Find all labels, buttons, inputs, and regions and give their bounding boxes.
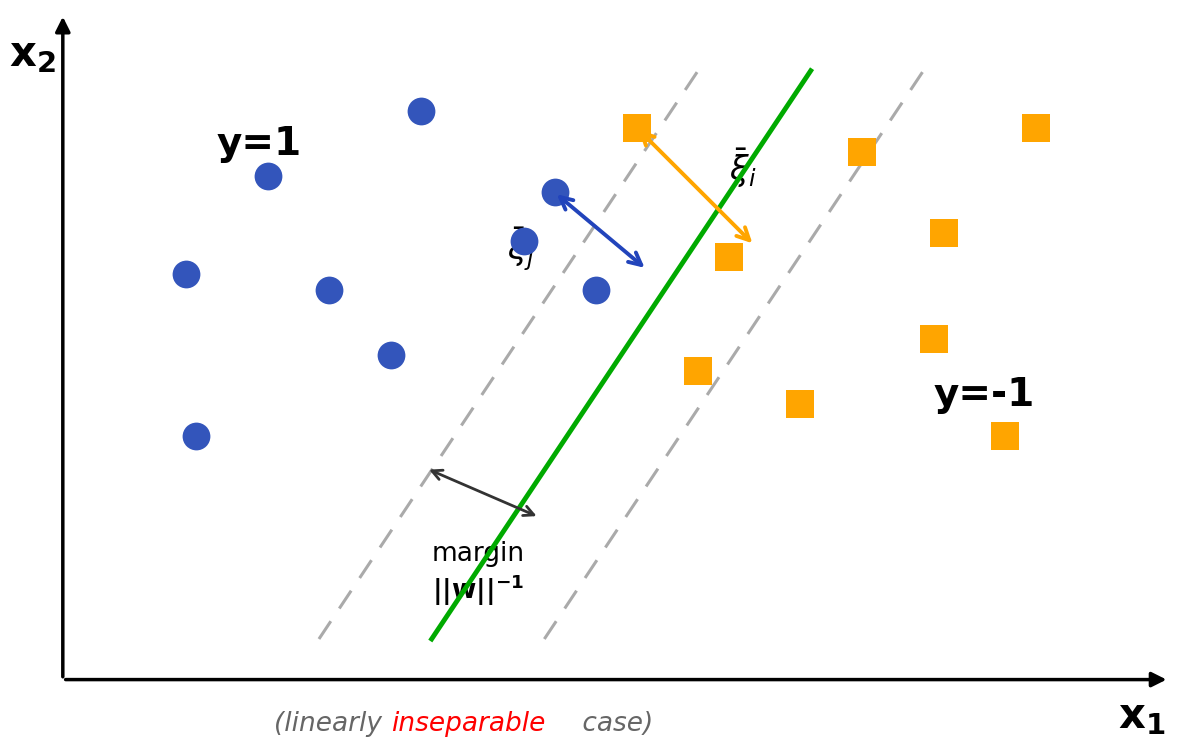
Text: $\mathbf{x_2}$: $\mathbf{x_2}$ [8,33,56,75]
Text: case): case) [574,711,654,736]
Text: margin: margin [432,541,525,567]
Text: $\mathbf{x_1}$: $\mathbf{x_1}$ [1118,695,1165,737]
Text: $\bar{\xi}_j$: $\bar{\xi}_j$ [507,225,534,273]
Text: y=1: y=1 [217,125,302,163]
Text: $\mathbf{||w||^{-1}}$: $\mathbf{||w||^{-1}}$ [432,572,523,608]
Text: inseparable: inseparable [391,711,545,736]
Text: (linearly: (linearly [275,711,391,736]
Text: y=-1: y=-1 [934,377,1035,415]
Text: $\bar{\xi}_i$: $\bar{\xi}_i$ [729,146,757,190]
